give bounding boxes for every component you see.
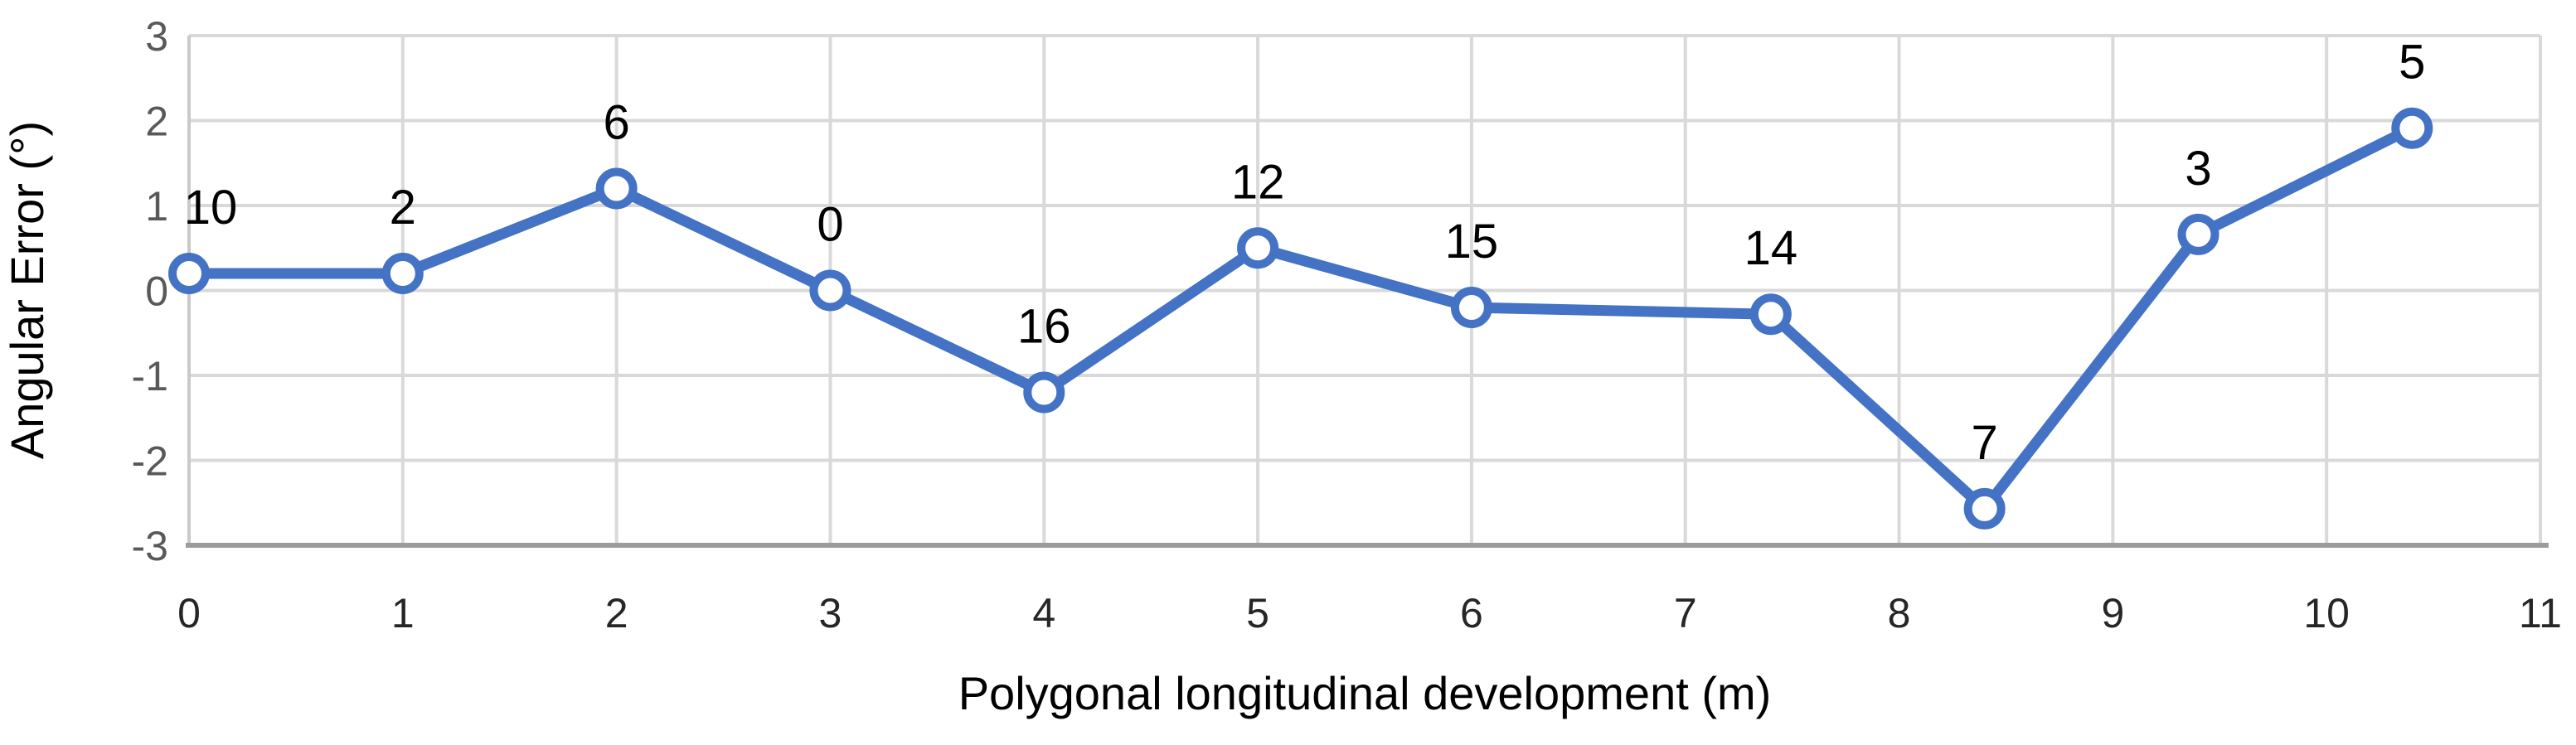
x-axis-title: Polygonal longitudinal development (m) xyxy=(958,667,1772,719)
x-tick-label: 6 xyxy=(1460,590,1483,636)
y-tick-label: -1 xyxy=(132,353,168,399)
data-point-marker xyxy=(2391,107,2433,149)
data-point-marker xyxy=(595,167,638,210)
x-tick-label: 10 xyxy=(2303,590,2350,636)
data-point-label: 5 xyxy=(2399,36,2425,89)
data-point-marker xyxy=(1450,287,1492,328)
x-tick-label: 0 xyxy=(177,590,201,636)
data-point-marker xyxy=(168,253,210,294)
series-group xyxy=(183,123,2418,515)
x-tick-label: 5 xyxy=(1246,590,1269,636)
y-tick-label: 3 xyxy=(145,13,168,60)
data-point-marker xyxy=(1023,371,1065,414)
y-tick-label: -3 xyxy=(132,523,168,569)
data-point-label: 12 xyxy=(1231,155,1285,209)
x-tick-label: 7 xyxy=(1674,590,1697,636)
series-line xyxy=(183,123,2418,515)
y-tick-label: 2 xyxy=(145,99,168,145)
data-point-label: 3 xyxy=(2185,142,2211,196)
y-tick-label: 0 xyxy=(145,268,168,315)
data-point-label: 2 xyxy=(390,181,416,235)
data-point-label: 10 xyxy=(184,181,238,235)
data-point-marker xyxy=(381,253,424,294)
data-point-markers xyxy=(168,107,2433,530)
data-point-label: 14 xyxy=(1744,221,1798,275)
x-tick-label: 1 xyxy=(391,590,415,636)
data-point-marker xyxy=(809,269,851,312)
data-point-marker xyxy=(2177,213,2219,255)
data-point-labels: 10 2 6 0 16 12 15 14 7 3 5 xyxy=(184,36,2426,470)
data-point-label: 0 xyxy=(817,198,843,252)
x-axis-tick-labels: 0 1 2 3 4 5 6 7 8 9 10 11 xyxy=(177,590,2562,636)
y-tick-label: 1 xyxy=(145,183,168,230)
data-point-marker xyxy=(1749,293,1792,336)
x-tick-label: 4 xyxy=(1032,590,1055,636)
y-axis-tick-labels: 3 2 1 0 -1 -2 -3 xyxy=(132,13,168,569)
y-axis-title: Angular Error (°) xyxy=(1,121,53,459)
x-tick-label: 2 xyxy=(605,590,628,636)
y-tick-label: -2 xyxy=(132,438,168,485)
x-tick-label: 9 xyxy=(2101,590,2124,636)
data-point-label: 15 xyxy=(1445,215,1499,268)
data-point-marker xyxy=(1237,227,1279,269)
x-tick-label: 8 xyxy=(1888,590,1911,636)
data-point-label: 7 xyxy=(1972,416,1998,470)
data-point-label: 16 xyxy=(1017,300,1071,354)
x-tick-label: 3 xyxy=(819,590,842,636)
data-point-marker xyxy=(1963,487,2006,530)
x-tick-label: 11 xyxy=(2519,590,2562,636)
data-point-label: 6 xyxy=(604,96,630,150)
